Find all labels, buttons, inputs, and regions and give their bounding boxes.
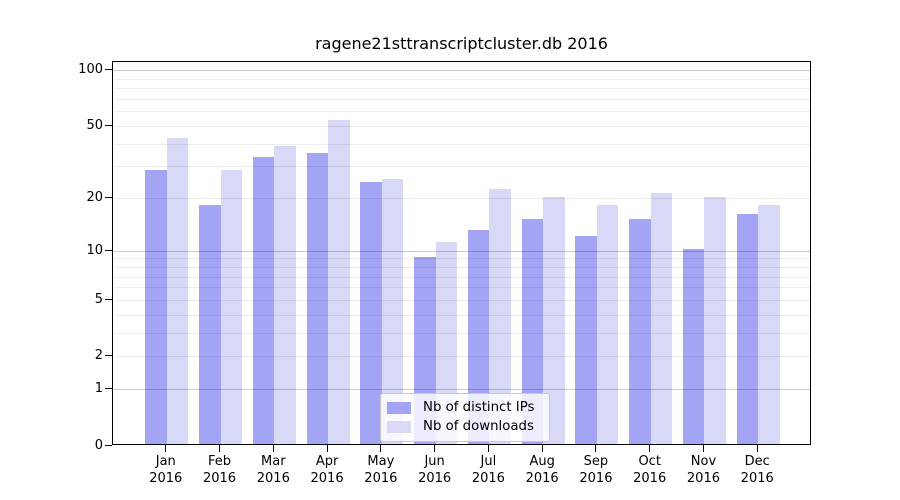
plot-area: Nb of distinct IPs Nb of downloads: [112, 61, 811, 445]
gridline-minor-2: [113, 356, 810, 358]
x-tick-mark-jun: [434, 445, 436, 452]
bar-downloads-jan: [166, 138, 189, 444]
bar-downloads-feb: [220, 170, 243, 444]
x-tick-mark-may: [380, 445, 382, 452]
bar-downloads-dec: [758, 204, 780, 444]
y-tick-label-5: 5: [94, 291, 103, 307]
x-tick-mark-jul: [487, 445, 489, 452]
legend-label-downloads: Nb of downloads: [423, 419, 534, 434]
bar-distinct-ips-dec: [736, 213, 759, 444]
bar-downloads-sep: [596, 204, 619, 444]
gridline-minor-5: [113, 299, 810, 301]
bar-distinct-ips-apr: [306, 152, 329, 444]
y-tick-label-50: 50: [86, 118, 103, 133]
gridline-minor-40: [113, 143, 810, 145]
bar-distinct-ips-may: [360, 182, 382, 444]
gridline-minor-80: [113, 88, 810, 90]
y-tick-label-0: 0: [94, 437, 103, 453]
x-tick-label-dec: Dec 2016: [740, 454, 774, 486]
y-tick-label-100: 100: [78, 62, 103, 78]
x-tick-mark-aug: [541, 445, 543, 452]
gridline-minor-90: [113, 78, 810, 80]
legend-entry-downloads: Nb of downloads: [387, 417, 543, 436]
gridline-minor-9: [113, 258, 810, 260]
x-tick-label-jul: Jul 2016: [471, 454, 505, 486]
y-tick-mark-5: [105, 298, 112, 300]
gridline-minor-60: [113, 111, 810, 113]
y-tick-label-20: 20: [86, 190, 103, 206]
gridline-minor-50: [113, 126, 810, 127]
bar-distinct-ips-feb: [199, 204, 221, 444]
bar-downloads-may: [381, 179, 404, 444]
y-tick-mark-2: [105, 355, 112, 357]
legend-swatch-downloads-icon: [387, 420, 411, 433]
x-tick-label-oct: Oct 2016: [633, 454, 667, 486]
y-tick-mark-1: [105, 388, 112, 390]
chart-title: ragene21sttranscriptcluster.db 2016: [315, 34, 608, 53]
x-tick-label-sep: Sep 2016: [579, 454, 613, 486]
bar-distinct-ips-jan: [145, 170, 167, 444]
bar-downloads-nov: [704, 196, 726, 444]
gridline-minor-30: [113, 166, 810, 168]
legend-swatch-distinct-ips-icon: [387, 401, 411, 414]
bar-downloads-mar: [274, 146, 296, 444]
y-tick-mark-20: [105, 197, 112, 199]
y-tick-label-2: 2: [94, 348, 103, 364]
x-tick-label-mar: Mar 2016: [256, 454, 290, 486]
x-tick-mark-dec: [756, 445, 758, 452]
x-tick-label-apr: Apr 2016: [310, 454, 344, 486]
y-tick-mark-100: [105, 69, 112, 71]
x-tick-label-jan: Jan 2016: [149, 454, 183, 486]
bar-downloads-oct: [650, 192, 673, 444]
bar-distinct-ips-jul: [467, 229, 490, 444]
x-tick-label-nov: Nov 2016: [686, 454, 720, 486]
legend-label-distinct-ips: Nb of distinct IPs: [423, 400, 535, 415]
y-tick-label-1: 1: [94, 381, 103, 397]
x-tick-label-feb: Feb 2016: [202, 454, 237, 486]
gridline-minor-4: [113, 314, 810, 316]
x-tick-mark-jan: [165, 445, 167, 452]
gridline-minor-3: [113, 332, 810, 334]
y-tick-mark-10: [105, 249, 112, 251]
gridline-minor-20: [113, 198, 810, 200]
x-tick-label-jun: Jun 2016: [418, 454, 452, 486]
bar-downloads-aug: [543, 196, 565, 444]
legend: Nb of distinct IPs Nb of downloads: [380, 393, 550, 442]
gridline-minor-8: [113, 266, 810, 268]
gridline-major-1: [113, 389, 810, 391]
bar-downloads-apr: [328, 119, 350, 444]
gridline-minor-7: [113, 276, 810, 278]
y-tick-label-10: 10: [86, 242, 103, 258]
x-tick-label-may: May 2016: [364, 454, 398, 486]
x-tick-mark-apr: [326, 445, 328, 452]
gridline-major-100: [113, 70, 810, 72]
bar-distinct-ips-nov: [682, 249, 705, 444]
x-tick-mark-sep: [595, 445, 597, 452]
x-tick-mark-oct: [649, 445, 651, 452]
bar-downloads-jul: [489, 189, 511, 444]
bar-distinct-ips-sep: [575, 235, 597, 444]
gridline-minor-6: [113, 287, 810, 289]
x-tick-mark-mar: [272, 445, 274, 452]
x-tick-label-aug: Aug 2016: [525, 454, 559, 486]
bar-distinct-ips-oct: [629, 218, 651, 444]
x-tick-mark-feb: [219, 445, 221, 452]
legend-entry-distinct-ips: Nb of distinct IPs: [387, 398, 543, 417]
bar-distinct-ips-aug: [521, 218, 544, 444]
bar-distinct-ips-mar: [252, 157, 275, 444]
y-tick-mark-0: [105, 444, 112, 446]
gridline-major-10: [113, 250, 810, 252]
gridline-minor-70: [113, 99, 810, 101]
x-tick-mark-nov: [702, 445, 704, 452]
y-tick-mark-50: [105, 125, 112, 126]
